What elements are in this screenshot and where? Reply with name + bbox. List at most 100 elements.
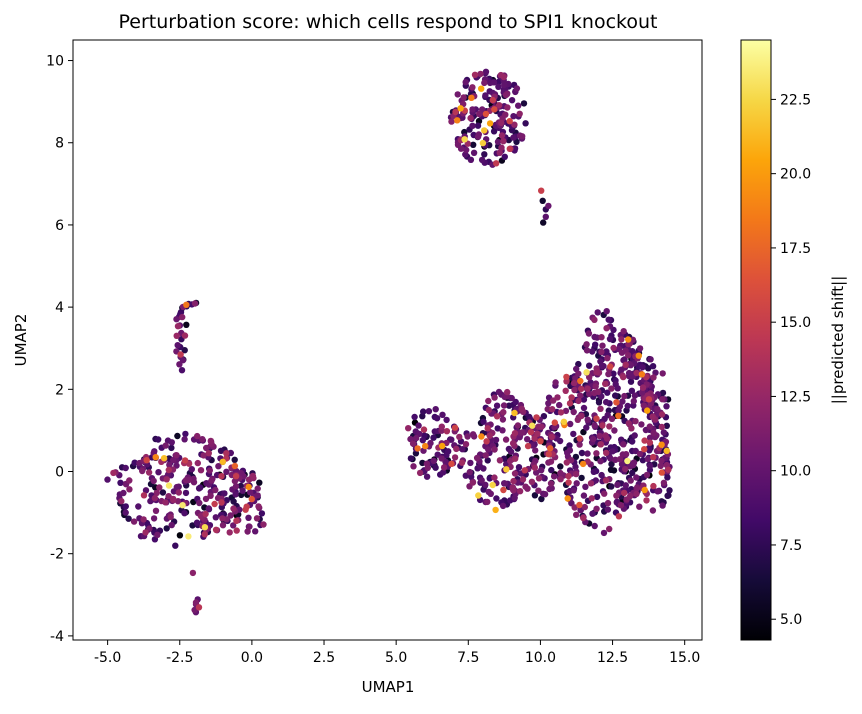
data-point (142, 487, 150, 494)
data-point (230, 498, 237, 505)
data-point (566, 400, 574, 407)
data-point (230, 505, 237, 512)
data-point (168, 439, 175, 446)
data-point (557, 476, 564, 483)
data-point (193, 519, 201, 526)
data-point (454, 141, 462, 148)
data-point (566, 442, 573, 449)
data-point (641, 486, 648, 494)
data-point (256, 479, 263, 486)
data-point (415, 422, 422, 429)
data-point (578, 412, 585, 420)
data-point (469, 431, 477, 438)
data-point (616, 456, 624, 463)
colorbar (740, 39, 772, 641)
data-point (420, 426, 428, 433)
data-point (551, 419, 558, 426)
data-point (603, 449, 610, 457)
data-point (223, 450, 230, 457)
data-point (182, 489, 190, 497)
data-point (464, 140, 471, 147)
data-point (621, 489, 628, 497)
data-point (607, 363, 614, 370)
data-point (554, 394, 561, 401)
x-tick-label: 5.0 (385, 650, 407, 666)
data-point (562, 387, 569, 394)
data-point (625, 352, 632, 359)
data-point (253, 515, 261, 522)
y-tick-label: 2 (55, 382, 64, 398)
data-point (440, 464, 448, 471)
data-point (604, 389, 611, 396)
data-point (231, 456, 238, 463)
data-point (175, 489, 182, 496)
data-point (646, 434, 654, 441)
data-point (643, 471, 651, 479)
colorbar-axis: 5.0 7.5 10.0 12.5 15.0 17.5 20.0 22.5 (771, 92, 811, 628)
data-point (546, 485, 553, 493)
data-point (522, 120, 529, 127)
data-point (641, 437, 648, 444)
data-point (515, 464, 523, 471)
data-point (644, 407, 651, 414)
data-point (598, 393, 605, 400)
data-point (611, 427, 618, 434)
data-point (247, 489, 254, 496)
data-point (470, 141, 477, 148)
data-point (230, 522, 237, 529)
data-point (512, 398, 519, 406)
data-point (549, 406, 556, 413)
data-point (506, 118, 513, 125)
data-point (233, 517, 240, 524)
data-point (645, 445, 653, 452)
data-point (484, 457, 491, 464)
data-point (177, 351, 184, 358)
data-point (244, 528, 251, 535)
data-point (484, 498, 491, 506)
colorbar-tick-label: 10.0 (780, 464, 811, 480)
data-point (469, 84, 476, 91)
data-point (190, 479, 198, 486)
data-point (615, 513, 623, 520)
data-point (420, 408, 427, 415)
data-point (504, 388, 511, 396)
data-point (152, 507, 160, 514)
data-point (577, 392, 584, 399)
data-point (575, 360, 582, 368)
data-point (638, 371, 646, 378)
data-point (638, 421, 645, 428)
data-point (469, 479, 477, 486)
data-point (459, 446, 466, 453)
data-point (163, 476, 170, 483)
data-point (202, 495, 210, 503)
data-point (481, 79, 488, 87)
data-point (592, 477, 599, 484)
data-point (473, 454, 481, 462)
data-point (195, 604, 203, 611)
data-point (598, 334, 605, 341)
data-point (531, 435, 538, 442)
data-point (239, 487, 246, 494)
data-point (485, 406, 492, 414)
data-point (595, 399, 603, 406)
data-point (154, 531, 161, 538)
data-point (584, 450, 591, 457)
data-point (629, 438, 636, 445)
data-point (173, 483, 180, 491)
data-point (500, 409, 507, 416)
data-point (178, 367, 186, 374)
data-point (572, 453, 580, 461)
data-point (414, 445, 421, 452)
data-point (570, 430, 577, 438)
data-point (663, 447, 670, 454)
data-point (551, 424, 558, 431)
data-point (666, 487, 673, 494)
data-point (422, 442, 429, 450)
data-point (182, 430, 189, 438)
data-point (183, 321, 190, 328)
data-point (424, 464, 431, 472)
data-point (206, 467, 213, 474)
data-point (606, 423, 613, 430)
data-point (604, 506, 612, 513)
data-point (533, 469, 540, 476)
